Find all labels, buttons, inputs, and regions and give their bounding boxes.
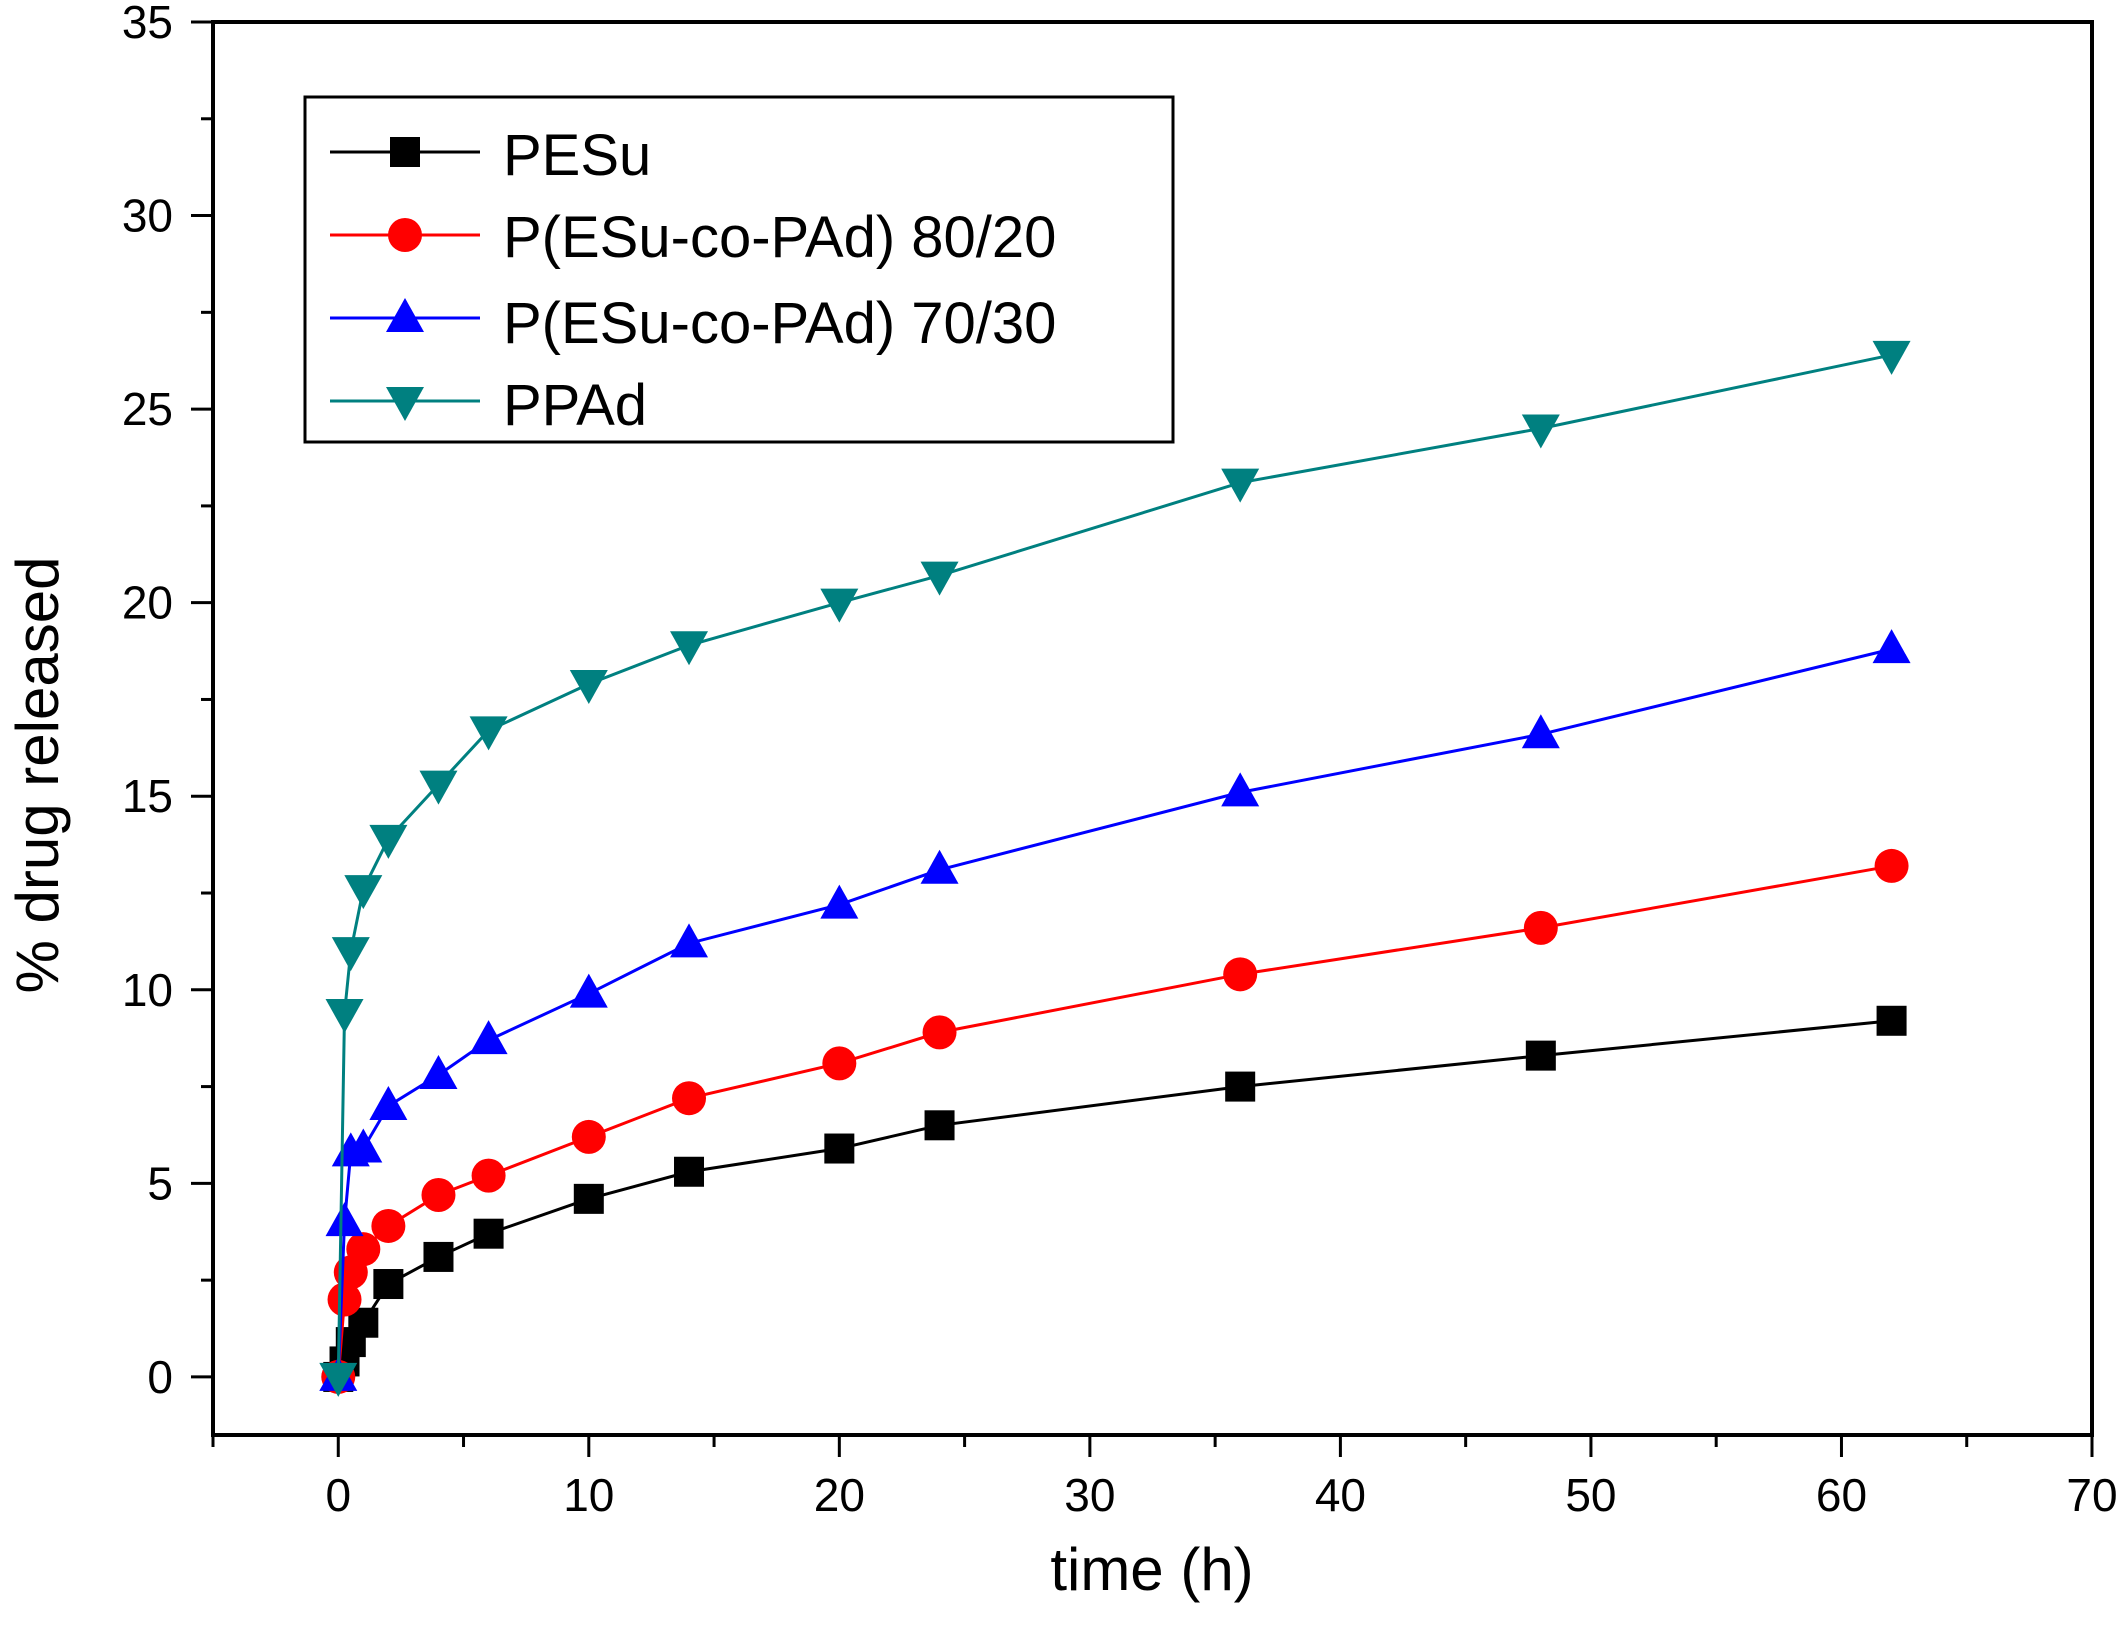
data-point [319,1362,358,1397]
series-layer [319,340,1911,1397]
data-point [421,1177,456,1212]
data-point [369,824,408,859]
data-point [1872,340,1911,375]
y-tick-label: 25 [122,383,173,435]
x-tick-label: 50 [1565,1469,1616,1521]
legend-label-pesu: PESu [503,123,651,188]
data-point [325,1202,364,1237]
data-point [920,849,959,884]
data-point [371,1208,406,1243]
data-point [1872,629,1911,664]
data-point [346,1232,381,1267]
legend-box [303,95,1175,444]
legend-label-70-30: P(ESu-co-PAd) 70/30 [503,291,1056,356]
data-point [469,716,508,751]
x-tick-label: 10 [563,1469,614,1521]
data-point [920,561,959,596]
data-point [820,884,859,919]
y-tick-label: 10 [122,964,173,1016]
series-4 [319,340,1911,1397]
series-2 [321,848,1909,1394]
legend-symbols [330,137,480,421]
x-axis-title: time (h) [1050,1536,1253,1603]
data-point [1521,414,1560,449]
data-point [331,937,370,972]
y-tick-label: 30 [122,190,173,242]
series-1 [323,1005,1907,1392]
data-point [423,1241,454,1272]
data-point [820,588,859,623]
data-point [1876,1005,1907,1036]
data-point [924,1110,955,1141]
y-tick-label: 0 [147,1351,173,1403]
data-point [1523,910,1558,945]
data-point [569,669,608,704]
x-tick-label: 20 [814,1469,865,1521]
legend-marker [388,218,422,252]
legend-marker [386,298,424,332]
data-point [569,973,608,1008]
y-tick-label: 15 [122,770,173,822]
data-point [1221,468,1260,503]
data-point [469,1020,508,1055]
data-point [473,1218,504,1249]
legend-marker [390,137,420,167]
data-point [670,923,709,958]
y-axis-title: % drug released [4,557,71,994]
legend-marker [386,387,424,421]
data-point [573,1183,604,1214]
data-point [670,631,709,666]
legend-label-80-20: P(ESu-co-PAd) 80/20 [503,205,1056,270]
x-tick-label: 40 [1315,1469,1366,1521]
data-point [672,1081,707,1116]
plot-frame [211,20,2094,1437]
series-line [336,353,1892,1377]
x-tick-label: 70 [2066,1469,2117,1521]
data-point [327,1282,362,1317]
data-point [369,1085,408,1120]
data-point [344,1128,383,1163]
data-point [674,1156,705,1187]
x-tick-label: 30 [1064,1469,1115,1521]
data-point [373,1269,404,1300]
data-point [1221,772,1260,807]
series-line [336,647,1892,1377]
data-point [1223,957,1258,992]
data-point [1225,1071,1256,1102]
legend: PESu P(ESu-co-PAd) 80/20 P(ESu-co-PAd) 7… [303,95,1175,444]
y-tick-label: 20 [122,577,173,629]
data-point [824,1133,855,1164]
data-point [1521,714,1560,749]
legend-label-ppad: PPAd [503,373,647,438]
data-point [471,1158,506,1193]
data-point [419,1054,458,1089]
y-tick-label: 35 [122,0,173,48]
data-point [344,875,383,910]
series-line [336,1019,1892,1378]
data-point [571,1119,606,1154]
series-line [336,864,1892,1378]
x-tick-label: 0 [325,1469,351,1521]
y-tick-label: 5 [147,1157,173,1209]
data-point [419,770,458,805]
axis-ticks: 0 10 20 30 40 50 60 70 0 5 10 15 20 25 30 35 [122,0,2118,1521]
data-point [922,1015,957,1050]
data-point [325,999,364,1034]
x-tick-label: 60 [1816,1469,1867,1521]
data-point [1874,848,1909,883]
data-point [822,1046,857,1081]
data-point [1525,1040,1556,1071]
series-3 [319,629,1911,1391]
